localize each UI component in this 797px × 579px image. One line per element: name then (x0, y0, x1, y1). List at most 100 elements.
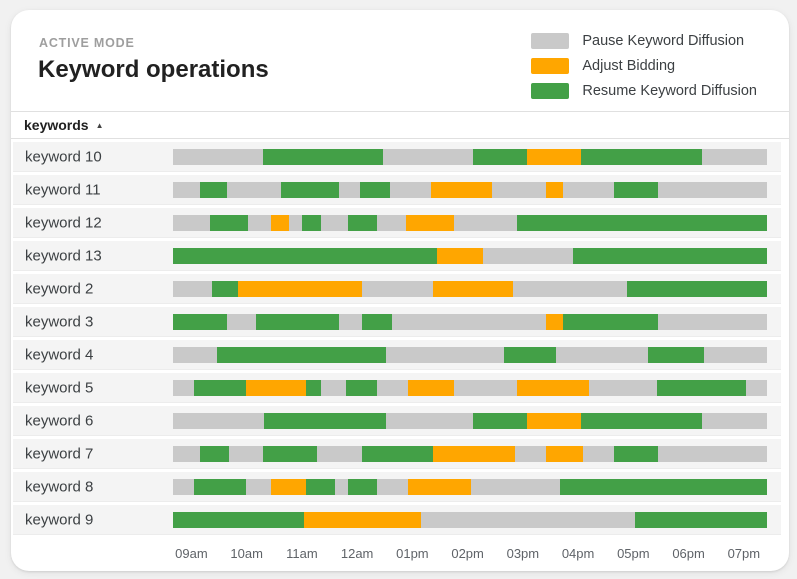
segment-pause[interactable] (391, 313, 547, 330)
segment-pause[interactable] (589, 379, 657, 396)
segment-adjust[interactable] (433, 445, 515, 462)
segment-pause[interactable] (702, 148, 767, 165)
segment-pause[interactable] (173, 445, 200, 462)
segment-resume[interactable] (216, 346, 386, 363)
segment-adjust[interactable] (408, 379, 454, 396)
segment-pause[interactable] (377, 379, 409, 396)
segment-resume[interactable] (199, 181, 228, 198)
segment-pause[interactable] (173, 280, 213, 297)
keyword-row[interactable]: keyword 13 (13, 241, 781, 271)
segment-pause[interactable] (173, 412, 265, 429)
segment-pause[interactable] (247, 214, 271, 231)
segment-pause[interactable] (320, 214, 348, 231)
segment-resume[interactable] (193, 379, 247, 396)
segment-resume[interactable] (504, 346, 557, 363)
segment-resume[interactable] (199, 445, 230, 462)
segment-pause[interactable] (316, 445, 363, 462)
segment-pause[interactable] (173, 214, 211, 231)
segment-resume[interactable] (626, 280, 767, 297)
segment-resume[interactable] (210, 214, 248, 231)
segment-pause[interactable] (173, 346, 217, 363)
segment-resume[interactable] (173, 313, 228, 330)
segment-resume[interactable] (173, 511, 305, 528)
segment-pause[interactable] (362, 280, 434, 297)
keyword-row[interactable]: keyword 8 (13, 472, 781, 502)
segment-resume[interactable] (347, 478, 378, 495)
segment-resume[interactable] (562, 313, 659, 330)
segment-pause[interactable] (229, 445, 263, 462)
segment-pause[interactable] (420, 511, 636, 528)
segment-adjust[interactable] (527, 412, 582, 429)
segment-pause[interactable] (562, 181, 615, 198)
segment-pause[interactable] (512, 280, 627, 297)
segment-pause[interactable] (658, 181, 767, 198)
segment-pause[interactable] (246, 478, 271, 495)
segment-resume[interactable] (516, 214, 767, 231)
keyword-row[interactable]: keyword 6 (13, 406, 781, 436)
segment-resume[interactable] (635, 511, 767, 528)
segment-resume[interactable] (362, 445, 434, 462)
segment-pause[interactable] (335, 478, 348, 495)
segment-resume[interactable] (560, 478, 767, 495)
segment-pause[interactable] (658, 313, 767, 330)
segment-resume[interactable] (173, 247, 438, 264)
segment-resume[interactable] (262, 148, 384, 165)
segment-resume[interactable] (656, 379, 747, 396)
segment-pause[interactable] (453, 379, 517, 396)
keyword-row[interactable]: keyword 11 (13, 175, 781, 205)
segment-resume[interactable] (281, 181, 340, 198)
segment-pause[interactable] (383, 148, 473, 165)
segment-pause[interactable] (377, 478, 409, 495)
segment-resume[interactable] (362, 313, 392, 330)
segment-adjust[interactable] (237, 280, 363, 297)
segment-adjust[interactable] (546, 445, 584, 462)
keyword-row[interactable]: keyword 5 (13, 373, 781, 403)
segment-adjust[interactable] (271, 214, 290, 231)
segment-pause[interactable] (491, 181, 547, 198)
segment-resume[interactable] (472, 412, 528, 429)
segment-pause[interactable] (320, 379, 346, 396)
legend-item-resume[interactable]: Resume Keyword Diffusion (531, 83, 757, 99)
segment-resume[interactable] (262, 445, 317, 462)
segment-adjust[interactable] (408, 478, 471, 495)
segment-pause[interactable] (173, 181, 200, 198)
segment-adjust[interactable] (271, 478, 307, 495)
segment-pause[interactable] (339, 313, 363, 330)
keyword-row[interactable]: keyword 4 (13, 340, 781, 370)
segment-adjust[interactable] (546, 181, 563, 198)
segment-resume[interactable] (345, 379, 378, 396)
segment-resume[interactable] (256, 313, 340, 330)
segment-resume[interactable] (306, 478, 336, 495)
segment-pause[interactable] (173, 379, 194, 396)
legend-item-adjust[interactable]: Adjust Bidding (531, 58, 757, 74)
segment-resume[interactable] (301, 214, 321, 231)
segment-pause[interactable] (583, 445, 615, 462)
segment-adjust[interactable] (433, 280, 513, 297)
segment-adjust[interactable] (431, 181, 492, 198)
segment-adjust[interactable] (527, 148, 582, 165)
segment-resume[interactable] (347, 214, 378, 231)
segment-resume[interactable] (193, 478, 247, 495)
segment-adjust[interactable] (406, 214, 454, 231)
segment-resume[interactable] (212, 280, 238, 297)
segment-resume[interactable] (581, 148, 703, 165)
segment-adjust[interactable] (546, 313, 563, 330)
segment-pause[interactable] (385, 346, 505, 363)
segment-pause[interactable] (514, 445, 547, 462)
segment-resume[interactable] (264, 412, 386, 429)
keyword-row[interactable]: keyword 7 (13, 439, 781, 469)
segment-pause[interactable] (289, 214, 302, 231)
segment-adjust[interactable] (437, 247, 484, 264)
segment-resume[interactable] (647, 346, 705, 363)
keyword-row[interactable]: keyword 2 (13, 274, 781, 304)
segment-resume[interactable] (572, 247, 767, 264)
segment-pause[interactable] (453, 214, 517, 231)
segment-pause[interactable] (339, 181, 361, 198)
keyword-row[interactable]: keyword 3 (13, 307, 781, 337)
keyword-row[interactable]: keyword 9 (13, 505, 781, 535)
segment-resume[interactable] (472, 148, 528, 165)
keyword-row[interactable]: keyword 10 (13, 142, 781, 172)
segment-adjust[interactable] (246, 379, 307, 396)
segment-pause[interactable] (483, 247, 573, 264)
segment-pause[interactable] (389, 181, 432, 198)
